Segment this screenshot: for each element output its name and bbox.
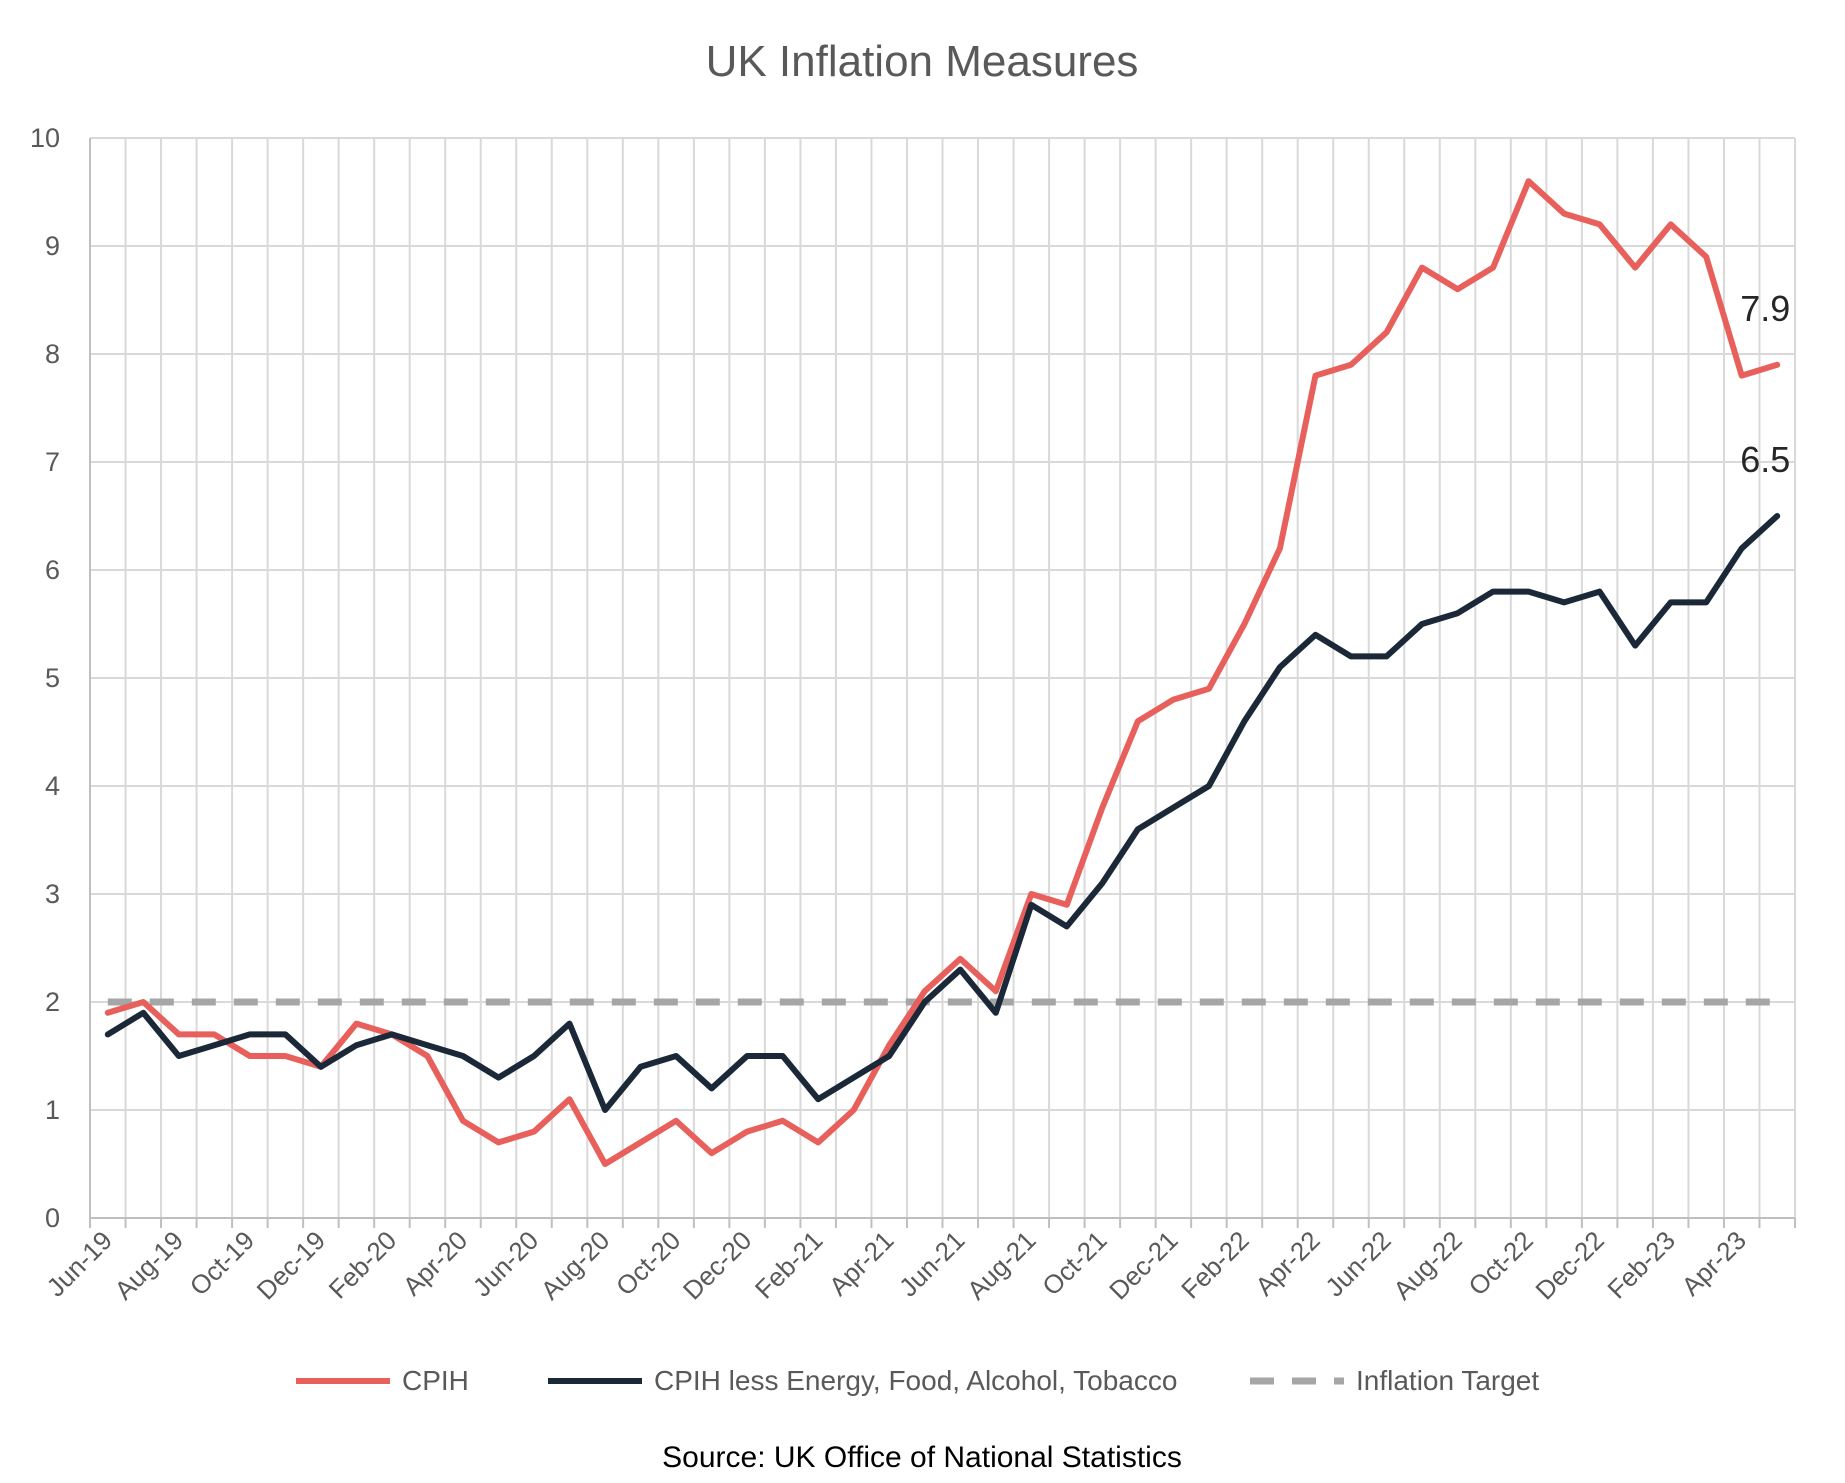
y-tick-label: 4 — [45, 771, 60, 801]
x-tick-label: Oct-21 — [1036, 1225, 1112, 1301]
x-tick-label: Aug-20 — [535, 1225, 615, 1305]
y-tick-label: 6 — [45, 555, 60, 585]
y-tick-label: 1 — [45, 1095, 60, 1125]
legend-label-0: CPIH — [402, 1365, 469, 1396]
y-axis-tick-labels: 0 1 2 3 4 5 6 7 8 9 10 — [30, 123, 60, 1233]
x-tick-label: Apr-22 — [1249, 1225, 1325, 1301]
series-lines — [104, 178, 1781, 1167]
x-tick-label: Aug-22 — [1387, 1225, 1467, 1305]
x-tick-label: Dec-20 — [677, 1225, 757, 1305]
y-tick-label: 3 — [45, 879, 60, 909]
x-tick-label: Aug-21 — [961, 1225, 1041, 1305]
y-tick-label: 5 — [45, 663, 60, 693]
y-tick-label: 9 — [45, 231, 60, 261]
x-tick-label: Oct-19 — [184, 1225, 260, 1301]
grid-lines — [89, 137, 1796, 1219]
legend-label-2: Inflation Target — [1356, 1365, 1539, 1396]
y-tick-label: 8 — [45, 339, 60, 369]
y-tick-label: 7 — [45, 447, 60, 477]
x-tick-label: Jun-21 — [893, 1225, 970, 1302]
x-tick-label: Aug-19 — [109, 1225, 189, 1305]
x-tick-label: Jun-22 — [1319, 1225, 1396, 1302]
y-tick-label: 10 — [30, 123, 60, 153]
x-tick-label: Dec-21 — [1103, 1225, 1183, 1305]
x-tick-label: Jun-19 — [41, 1225, 118, 1302]
x-tick-label: Feb-21 — [749, 1225, 828, 1304]
x-tick-label: Dec-19 — [251, 1225, 331, 1305]
x-tick-label: Oct-22 — [1462, 1225, 1538, 1301]
x-tick-label: Apr-23 — [1676, 1225, 1752, 1301]
end-value-labels: 7.9 6.5 — [1740, 288, 1790, 480]
x-tick-label: Dec-22 — [1529, 1225, 1609, 1305]
x-tick-label: Feb-23 — [1601, 1225, 1680, 1304]
series-line-1 — [104, 513, 1781, 1113]
x-tick-label: Oct-20 — [610, 1225, 686, 1301]
chart-title: UK Inflation Measures — [706, 37, 1139, 86]
x-axis-tick-labels: Jun-19Aug-19Oct-19Dec-19Feb-20Apr-20Jun-… — [41, 1225, 1752, 1305]
end-value-label-0: 7.9 — [1740, 288, 1790, 329]
x-tick-label: Apr-20 — [397, 1225, 473, 1301]
x-tick-label: Apr-21 — [823, 1225, 899, 1301]
source-note: Source: UK Office of National Statistics — [662, 1441, 1182, 1474]
x-tick-label: Feb-22 — [1175, 1225, 1254, 1304]
end-value-label-1: 6.5 — [1740, 439, 1790, 480]
series-line-0 — [104, 178, 1781, 1167]
y-tick-label: 2 — [45, 987, 60, 1017]
legend: CPIH CPIH less Energy, Food, Alcohol, Tob… — [296, 1365, 1539, 1396]
axes — [89, 138, 1796, 1228]
x-tick-label: Jun-20 — [467, 1225, 544, 1302]
legend-label-1: CPIH less Energy, Food, Alcohol, Tobacco — [654, 1365, 1177, 1396]
y-tick-label: 0 — [45, 1203, 60, 1233]
x-tick-label: Feb-20 — [323, 1225, 402, 1304]
